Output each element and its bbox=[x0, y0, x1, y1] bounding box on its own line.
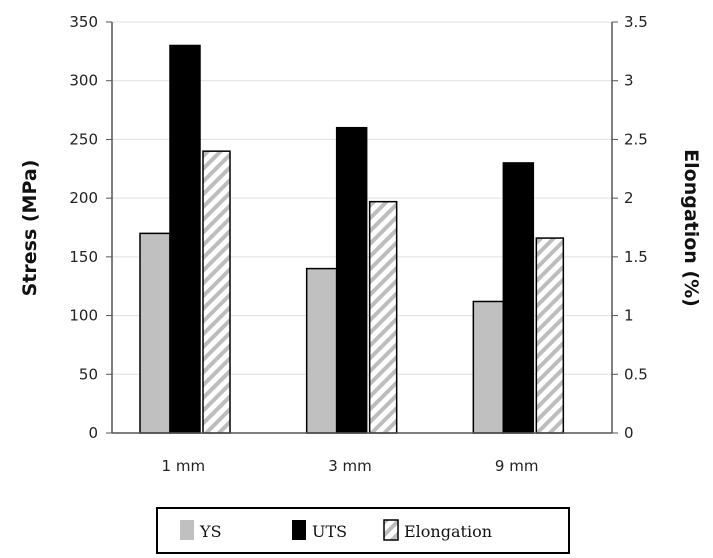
legend-swatch-elongation bbox=[383, 519, 399, 541]
y-tick-label: 300 bbox=[69, 72, 98, 90]
y-axis-title: Stress (MPa) bbox=[19, 160, 41, 297]
legend-label-elongation: Elongation bbox=[404, 522, 492, 541]
bar-ys-2 bbox=[305, 267, 338, 434]
bar-ys-3 bbox=[472, 300, 505, 434]
y2-tick-label: 0.5 bbox=[624, 365, 648, 383]
x-axis-ticks: 1 mm 3 mm 9 mm bbox=[162, 457, 539, 475]
y2-tick-label: 2.5 bbox=[624, 130, 648, 148]
y2-tick-label: 3 bbox=[624, 72, 634, 90]
bar-uts-2 bbox=[335, 126, 368, 434]
bar-elongation-2 bbox=[368, 200, 398, 434]
bar-elongation-3 bbox=[535, 237, 565, 434]
legend-label-ys: YS bbox=[199, 522, 222, 541]
y2-tick-label: 1.5 bbox=[624, 248, 648, 266]
y-tick-label: 100 bbox=[69, 307, 98, 325]
y2-tick-label: 1 bbox=[624, 307, 634, 325]
y2-axis-title: Elongation (%) bbox=[680, 149, 702, 307]
legend-box bbox=[156, 507, 570, 554]
bar-elongation-1 bbox=[202, 150, 231, 434]
bar-uts-1 bbox=[169, 44, 201, 434]
legend: YS UTS Elongation bbox=[156, 507, 570, 554]
left-axis-ticks: 0 50 100 150 200 250 300 350 bbox=[69, 13, 112, 442]
y2-tick-label: 3.5 bbox=[624, 13, 648, 31]
bar-uts-3 bbox=[502, 162, 535, 434]
x-tick-label: 1 mm bbox=[162, 457, 206, 475]
y-tick-label: 50 bbox=[79, 365, 98, 383]
y2-tick-label: 0 bbox=[624, 424, 634, 442]
y-tick-label: 200 bbox=[69, 189, 98, 207]
legend-swatch-uts bbox=[292, 520, 306, 540]
bar-ys-1 bbox=[139, 232, 171, 434]
y-tick-label: 0 bbox=[88, 424, 98, 442]
x-tick-label: 3 mm bbox=[328, 457, 372, 475]
legend-label-uts: UTS bbox=[312, 522, 347, 541]
legend-swatch-ys bbox=[180, 520, 194, 540]
y-tick-label: 350 bbox=[69, 13, 98, 31]
y-tick-label: 150 bbox=[69, 248, 98, 266]
right-axis-ticks: 0 0.5 1 1.5 2 2.5 3 3.5 bbox=[612, 13, 648, 442]
axes bbox=[111, 22, 613, 434]
y-tick-label: 250 bbox=[69, 130, 98, 148]
y2-tick-label: 2 bbox=[624, 189, 634, 207]
x-tick-label: 9 mm bbox=[495, 457, 539, 475]
